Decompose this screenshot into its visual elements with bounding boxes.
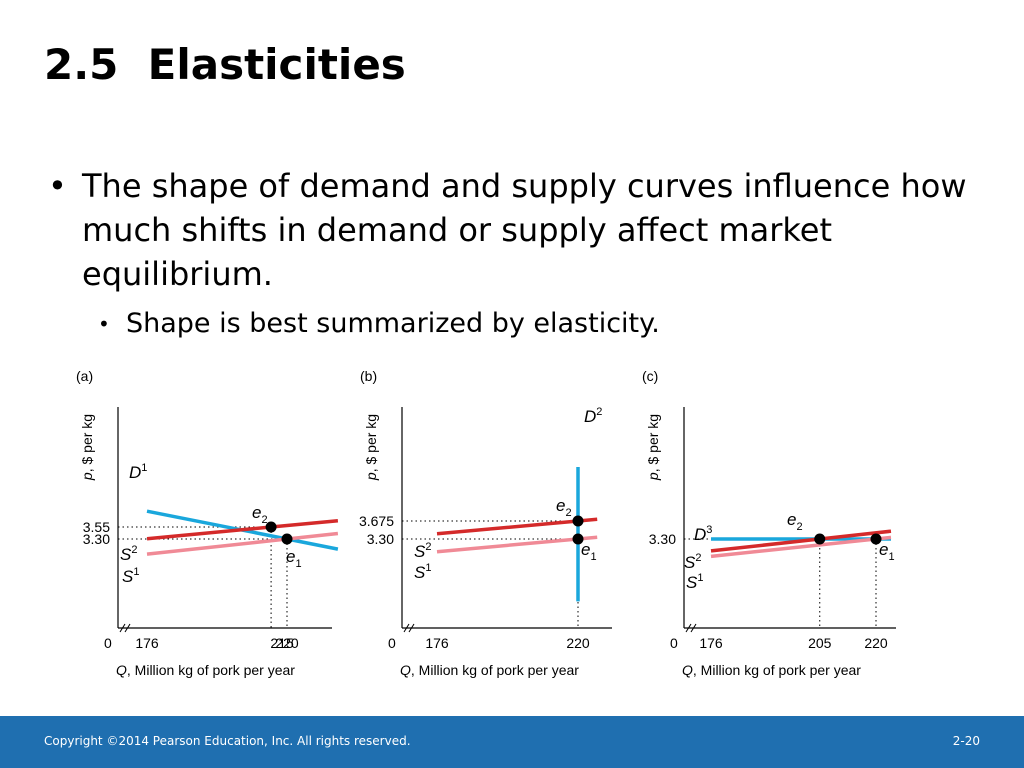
x-tick-label: 176 — [425, 635, 449, 651]
equilibrium-label: e1 — [286, 547, 302, 570]
x-tick-label: 176 — [135, 635, 159, 651]
chart-panel-2: (b) p, $ per kg Q, Million kg of pork per … — [359, 368, 612, 678]
y-axis-label: p, $ per kg — [645, 414, 661, 481]
main-bullet: • The shape of demand and supply curves … — [48, 164, 978, 296]
y-tick-label: 3.30 — [649, 531, 676, 547]
page-number: 2-20 — [952, 734, 980, 748]
curve-label-s1: S1 — [686, 572, 703, 592]
equilibrium-label: e1 — [879, 540, 895, 563]
footer-bar: Copyright ©2014 Pearson Education, Inc. … — [0, 716, 1024, 768]
x-tick-label: 205 — [808, 635, 832, 651]
bullet-dot: • — [48, 167, 67, 205]
chart-panel-1: (a) p, $ per kg Q, Million kg of pork per … — [76, 368, 339, 678]
curve-label-s1: S1 — [122, 566, 139, 586]
copyright-text: Copyright ©2014 Pearson Education, Inc. … — [44, 734, 411, 748]
y-tick-label: 3.55 — [83, 519, 110, 535]
origin-label: 0 — [104, 635, 112, 651]
equilibrium-point — [814, 533, 826, 545]
x-tick-label: 215 — [270, 635, 294, 651]
equilibrium-label: e1 — [581, 540, 597, 563]
x-tick-label: 220 — [864, 635, 888, 651]
x-axis-label: Q, Million kg of pork per year — [116, 662, 295, 678]
axis-break-mark — [119, 623, 131, 633]
equilibrium-point — [281, 533, 293, 545]
axis-break-mark — [403, 623, 415, 633]
y-axis-label: p, $ per kg — [363, 414, 379, 481]
y-tick-label: 3.675 — [359, 513, 394, 529]
panel-label: (b) — [360, 368, 377, 384]
sub-bullet: • Shape is best summarized by elasticity… — [98, 304, 948, 344]
equilibrium-point — [870, 533, 882, 545]
equilibrium-label: e2 — [787, 510, 803, 533]
equilibrium-label: e2 — [556, 496, 572, 519]
main-bullet-text: The shape of demand and supply curves in… — [82, 167, 967, 293]
curve-label-d1: D1 — [129, 462, 147, 482]
curve-label-d2: D2 — [584, 406, 602, 426]
origin-label: 0 — [388, 635, 396, 651]
x-axis-label: Q, Million kg of pork per year — [682, 662, 861, 678]
equilibrium-point — [572, 533, 584, 545]
origin-label: 0 — [670, 635, 678, 651]
panel-label: (c) — [642, 368, 658, 384]
x-tick-label: 176 — [699, 635, 723, 651]
elasticity-charts: (a) p, $ per kg Q, Million kg of pork per … — [76, 368, 896, 678]
curve-label-s2: S2 — [684, 552, 701, 572]
chart-panel-3: (c) p, $ per kg Q, Million kg of pork per … — [642, 368, 896, 678]
curve-label-s2: S2 — [120, 544, 137, 564]
curve-label-s2: S2 — [414, 541, 431, 561]
equilibrium-point — [572, 515, 584, 527]
sub-bullet-dot: • — [98, 312, 110, 336]
axis-break-mark — [685, 623, 697, 633]
equilibrium-label: e2 — [252, 503, 268, 526]
x-axis-label: Q, Million kg of pork per year — [400, 662, 579, 678]
equilibrium-point — [265, 521, 277, 533]
x-tick-label: 220 — [566, 635, 590, 651]
panel-label: (a) — [76, 368, 93, 384]
x-tick-label: 220 — [275, 635, 299, 651]
curve-label-d3: D3 — [694, 524, 712, 544]
y-tick-label: 3.30 — [367, 531, 394, 547]
y-axis-label: p, $ per kg — [79, 414, 95, 481]
sub-bullet-text: Shape is best summarized by elasticity. — [126, 308, 660, 339]
curve-label-s1: S1 — [414, 562, 431, 582]
slide-title: 2.5 Elasticities — [44, 40, 406, 89]
y-tick-label: 3.30 — [83, 531, 110, 547]
